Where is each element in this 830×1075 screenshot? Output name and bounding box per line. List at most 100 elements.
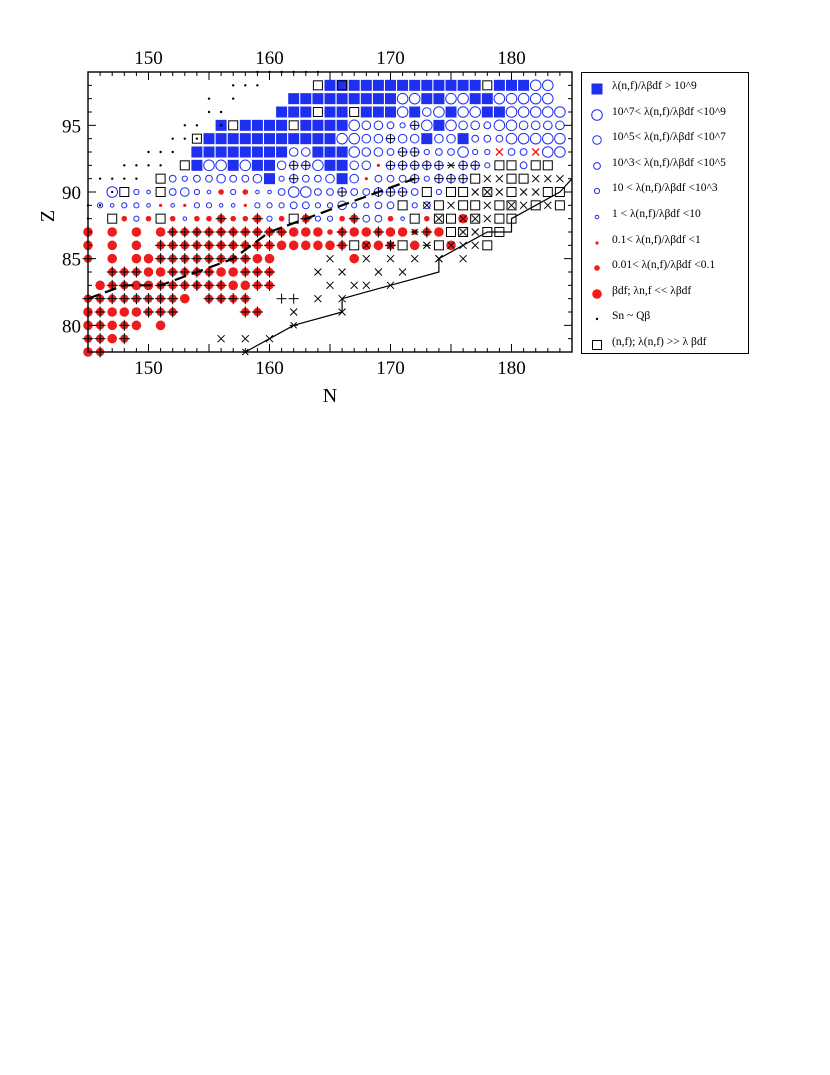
data-point: [193, 174, 201, 183]
data-point: [194, 215, 200, 222]
data-point: [191, 146, 203, 158]
data-point: [300, 186, 312, 198]
data-point: [372, 106, 384, 118]
data-point: [459, 254, 467, 263]
data-point: [121, 215, 128, 222]
data-point: [446, 173, 456, 184]
data-point: [169, 215, 176, 222]
data-point: [542, 79, 554, 92]
data-point: [94, 333, 106, 345]
data-point: [531, 188, 540, 196]
data-point: [349, 107, 360, 117]
data-point: [218, 189, 224, 195]
data-point: [458, 227, 469, 237]
data-point: [336, 173, 348, 185]
data-point: [179, 226, 191, 238]
data-point: [386, 148, 395, 156]
y-tick-label: 90: [62, 183, 81, 204]
data-point: [239, 119, 251, 131]
data-point: [276, 106, 288, 118]
data-point: [251, 146, 263, 158]
data-point: [300, 93, 312, 105]
data-point: [264, 133, 275, 145]
data-point: [206, 189, 212, 195]
data-point: [215, 133, 227, 145]
data-point: [179, 239, 191, 251]
sn-qbeta-dot: [207, 97, 211, 100]
data-point: [276, 240, 287, 251]
data-point: [180, 187, 190, 197]
data-point: [288, 227, 299, 237]
data-point: [399, 122, 406, 129]
data-point: [170, 203, 175, 208]
data-point: [411, 202, 418, 209]
sn-qbeta-dot: [256, 84, 259, 87]
data-point: [167, 293, 179, 305]
data-point: [278, 175, 285, 182]
sn-qbeta-dot: [111, 190, 114, 194]
data-point: [505, 106, 518, 118]
data-point: [300, 160, 311, 171]
data-point: [422, 201, 431, 210]
data-point: [313, 240, 323, 251]
data-point: [554, 132, 566, 145]
data-point: [326, 202, 334, 209]
data-point: [251, 213, 263, 225]
data-point: [251, 226, 263, 238]
data-point: [360, 93, 372, 105]
legend-label: 0.1< λ(n,f)/λβdf <1: [612, 233, 701, 246]
data-point: [433, 240, 444, 251]
data-point: [457, 79, 469, 91]
data-point: [423, 175, 430, 182]
data-point: [326, 215, 334, 222]
data-point: [408, 92, 421, 105]
data-point: [227, 133, 239, 145]
data-point: [228, 267, 238, 277]
data-point: [542, 92, 554, 105]
data-point: [277, 188, 286, 196]
data-point: [312, 119, 324, 131]
legend-item: βdf; λn,f << λβdf: [582, 281, 750, 307]
data-point: [324, 119, 336, 131]
data-point: [109, 203, 115, 208]
data-point: [470, 213, 481, 224]
data-point: [251, 306, 263, 318]
data-point: [118, 333, 130, 345]
sn-qbeta-dot: [244, 84, 247, 87]
data-point: [252, 173, 263, 184]
data-point: [155, 239, 167, 251]
data-point: [180, 293, 190, 304]
sn-qbeta-dot: [98, 177, 102, 180]
data-point: [143, 293, 154, 305]
data-point: [397, 147, 408, 157]
data-point: [446, 133, 456, 144]
data-point: [193, 188, 200, 196]
data-point: [251, 133, 263, 145]
data-point: [300, 119, 312, 131]
data-point: [288, 293, 299, 304]
data-point: [519, 148, 528, 156]
data-point: [217, 334, 225, 343]
legend-label: 10^5< λ(n,f)/λβdf <10^7: [612, 131, 726, 144]
data-point: [386, 121, 395, 130]
data-point: [107, 307, 117, 317]
data-point: [155, 267, 166, 277]
data-point: [336, 132, 348, 145]
data-point: [445, 79, 457, 91]
data-point: [433, 119, 445, 131]
legend-item: 1 < λ(n,f)/λβdf <10: [582, 204, 750, 230]
sn-qbeta-dot: [159, 150, 162, 154]
legend-label: λ(n,f)/λβdf > 10^9: [612, 80, 697, 92]
data-point: [94, 319, 106, 331]
data-point: [530, 200, 541, 211]
data-point: [409, 79, 421, 91]
data-point: [241, 334, 250, 343]
data-point: [445, 92, 457, 105]
data-point: [482, 80, 493, 91]
data-point: [251, 119, 263, 131]
data-point: [300, 106, 312, 118]
data-point: [360, 106, 372, 118]
data-point: [493, 106, 505, 118]
x-tick-label-top: 160: [255, 48, 284, 69]
data-point: [264, 239, 275, 251]
